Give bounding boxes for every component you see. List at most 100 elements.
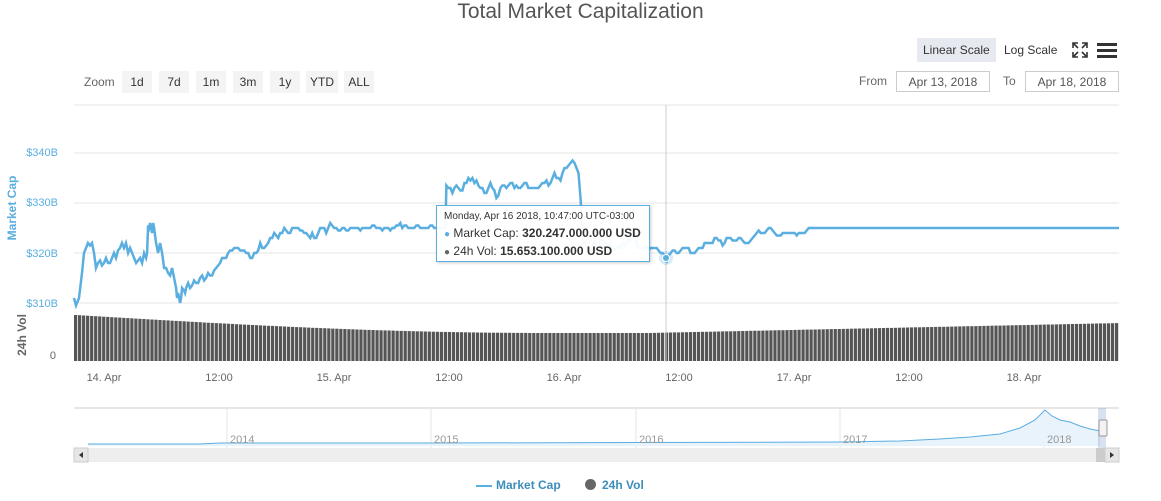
volume-bar [918,327,922,361]
legend-market-cap[interactable]: Market Cap [476,478,561,492]
volume-bar [375,330,379,361]
volume-bar [435,331,439,361]
volume-bar [793,329,797,361]
volume-bar [431,331,435,361]
volume-bar [214,323,218,361]
volume-bar [492,332,496,361]
volume-bar [974,326,978,361]
tooltip-market-cap-row: ● Market Cap: 320.247.000.000 USD [444,225,642,243]
volume-bar [198,322,202,361]
zoom-all-button[interactable]: ALL [344,71,374,93]
x-tick-0: 14. Apr [87,372,122,384]
volume-bar [206,322,210,361]
volume-bar [295,327,299,361]
volume-bar [942,326,946,361]
zoom-1y-button[interactable]: 1y [270,71,300,93]
volume-bar [359,329,363,361]
legend-volume[interactable]: 24h Vol [585,478,644,492]
market-cap-line-icon [476,484,492,487]
volume-bar [1098,323,1103,361]
volume-bar [584,333,588,361]
volume-bar [1082,323,1087,361]
volume-bar [343,329,347,361]
volume-bar [90,316,94,361]
volume-bar [773,330,777,361]
zoom-1d-button[interactable]: 1d [122,71,152,93]
tooltip-vol-row: ● 24h Vol: 15.653.100.000 USD [444,243,642,261]
volume-bar [158,320,162,361]
volume-bar [1046,324,1050,361]
scrollbar-thumb [1096,448,1105,462]
volume-bar [311,327,315,361]
volume-bar [1062,324,1066,361]
volume-bar [560,333,564,361]
volume-bar [258,325,263,361]
x-tick-4: 16. Apr [547,372,582,384]
volume-bar [821,329,825,361]
volume-bar [1030,324,1034,361]
volume-bar [600,333,604,361]
volume-bar [1034,324,1038,361]
x-tick-1: 12:00 [205,372,233,384]
volume-bar [319,328,323,361]
volume-bar [701,331,705,361]
log-scale-button[interactable]: Log Scale [1004,43,1058,57]
zoom-1m-button[interactable]: 1m [196,71,226,93]
volume-bar [604,333,608,361]
zoom-3m-button[interactable]: 3m [233,71,263,93]
volume-bar [1090,323,1095,361]
volume-bar [202,322,206,361]
volume-bar [226,323,230,361]
volume-bar [528,333,532,361]
volume-bar [94,316,98,361]
volume-bar [287,326,291,361]
volume-bar [616,333,620,361]
zoom-ytd-button[interactable]: YTD [306,71,338,93]
volume-bar [335,328,339,361]
tooltip-date: Monday, Apr 16 2018, 10:47:00 UTC-03:00 [444,211,635,222]
volume-bar [1022,325,1026,361]
fullscreen-icon[interactable] [1072,42,1088,58]
volume-bar [122,317,126,361]
from-date-input[interactable]: Apr 13, 2018 [896,71,990,92]
volume-bar [138,318,142,361]
volume-bar [636,333,640,361]
linear-scale-button[interactable]: Linear Scale [917,38,996,62]
nav-label-2014: 2014 [230,434,254,446]
zoom-7d-button[interactable]: 7d [159,71,189,93]
volume-bar [323,328,327,361]
volume-bar [801,329,805,361]
volume-bar [174,320,178,361]
volume-bar [644,333,648,361]
volume-bar [745,330,749,361]
volume-bar [1026,325,1030,361]
volume-bar [813,329,817,361]
volume-bar [524,332,528,361]
hamburger-menu-icon[interactable] [1097,42,1117,58]
navigator[interactable]: 2014 2015 2016 2017 2018 [74,407,1119,448]
volume-bar [680,332,685,361]
volume-bar [785,330,789,361]
volume-bar [391,330,395,361]
volume-bar [588,333,592,361]
to-label: To [1003,74,1016,88]
volume-bar [463,332,468,361]
volume-bar [222,323,226,361]
volume-bar [134,318,138,361]
volume-bar [805,329,809,361]
to-date-input[interactable]: Apr 18, 2018 [1025,71,1119,92]
volume-bar [620,333,624,361]
volume-bar [126,318,130,361]
volume-bar [230,323,234,361]
x-tick-3: 12:00 [435,372,463,384]
volume-bar [78,315,82,361]
scrollbar[interactable] [73,447,1120,463]
volume-bar [242,324,247,361]
volume-bar [910,327,914,361]
volume-bar [274,326,279,361]
volume-bar [106,316,110,361]
volume-bar [82,315,86,361]
chart-title: Total Market Capitalization [457,0,704,23]
volume-bar [946,326,950,361]
volume-bar [668,332,673,361]
